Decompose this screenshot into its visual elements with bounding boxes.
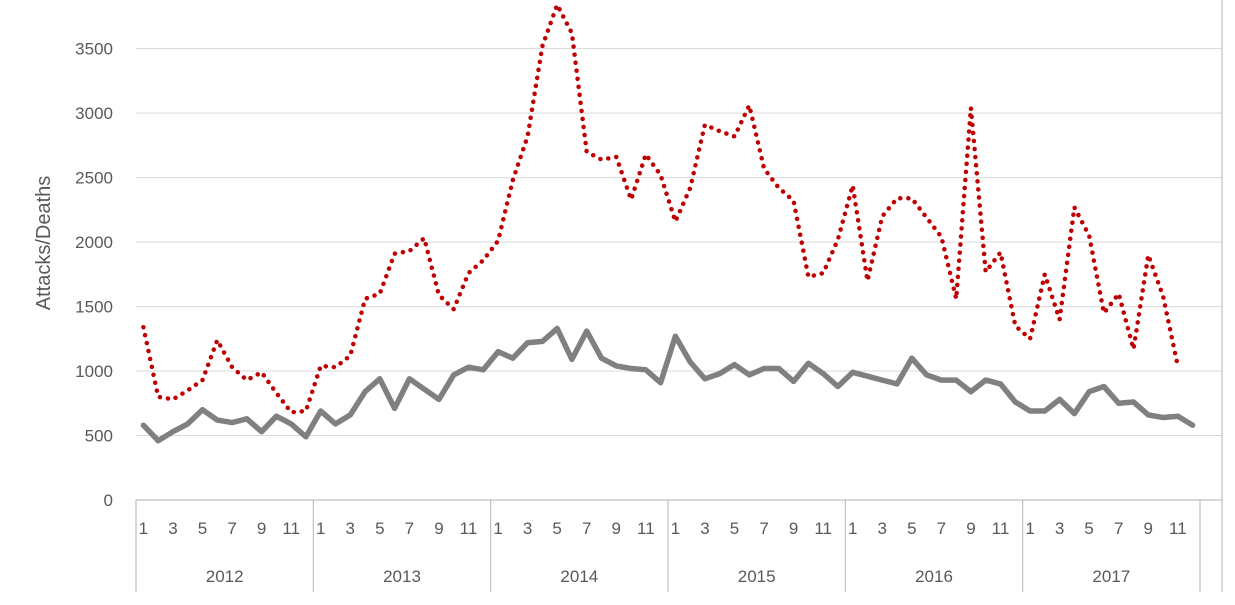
month-tick-label: 3 [878,519,887,538]
y-tick-label: 1500 [75,298,113,317]
month-tick-label: 7 [759,519,768,538]
month-tick-label: 11 [460,519,478,538]
month-tick-label: 1 [316,519,325,538]
y-tick-label: 500 [85,427,113,446]
series-line-solid [140,325,1196,444]
month-tick-label: 3 [700,519,709,538]
y-tick-label: 0 [104,491,113,510]
month-tick-label: 7 [227,519,236,538]
gridlines [136,48,1222,437]
month-tick-label: 1 [671,519,680,538]
series-lines [140,2,1196,444]
year-label: 2017 [1092,567,1130,586]
y-tick-label: 3000 [75,104,113,123]
month-tick-label: 1 [1025,519,1034,538]
y-tick-label: 2000 [75,233,113,252]
month-tick-label: 11 [992,519,1010,538]
month-tick-label: 7 [582,519,591,538]
month-tick-label: 9 [257,519,266,538]
month-tick-label: 1 [139,519,148,538]
month-tick-label: 3 [346,519,355,538]
month-tick-label: 9 [966,519,975,538]
month-tick-label: 7 [405,519,414,538]
month-tick-label: 5 [1084,519,1093,538]
month-tick-label: 1 [848,519,857,538]
month-tick-label: 5 [375,519,384,538]
y-tick-label: 1000 [75,362,113,381]
month-tick-label: 3 [1055,519,1064,538]
month-tick-label: 11 [637,519,655,538]
year-label: 2012 [206,567,244,586]
month-tick-label: 5 [907,519,916,538]
axes [135,0,1223,592]
y-tick-label: 3500 [75,40,113,59]
month-tick-label: 3 [523,519,532,538]
month-tick-label: 7 [937,519,946,538]
month-tick-label: 9 [612,519,621,538]
year-label: 2016 [915,567,953,586]
month-tick-label: 9 [789,519,798,538]
month-tick-label: 7 [1114,519,1123,538]
series-line-dotted [141,2,1181,415]
month-tick-label: 11 [1169,519,1187,538]
year-label: 2013 [383,567,421,586]
y-tick-label: 2500 [75,169,113,188]
month-tick-label: 11 [814,519,832,538]
month-tick-label: 11 [282,519,300,538]
year-label: 2015 [738,567,776,586]
year-label: 2014 [560,567,598,586]
month-tick-label: 5 [552,519,561,538]
month-tick-label: 3 [168,519,177,538]
month-tick-label: 9 [434,519,443,538]
month-tick-label: 5 [198,519,207,538]
y-axis-title: Attacks/Deaths [33,176,55,311]
month-tick-label: 5 [730,519,739,538]
month-tick-label: 9 [1144,519,1153,538]
month-tick-label: 1 [493,519,502,538]
